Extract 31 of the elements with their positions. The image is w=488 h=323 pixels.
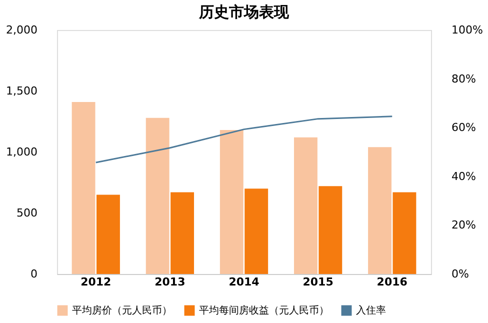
legend-label: 平均房价（元人民币） [72, 304, 172, 317]
bar [392, 192, 416, 274]
line-series [95, 116, 393, 164]
y-tick-label: 2,000 [6, 24, 38, 36]
bar [72, 102, 96, 274]
y2-tick-label: 0% [452, 268, 469, 280]
x-tick-label: 2015 [302, 276, 334, 288]
bar [96, 194, 120, 274]
bar [368, 147, 392, 274]
y2-tick-label: 100% [452, 24, 483, 36]
x-tick-label: 2014 [228, 276, 260, 288]
bar [220, 130, 244, 274]
chart-title: 历史市场表现 [198, 3, 290, 21]
y-tick-label: 1,500 [6, 84, 38, 98]
y2-tick-label: 40% [452, 170, 476, 183]
bar [170, 192, 194, 274]
y-tick-label: 500 [16, 206, 38, 220]
x-tick-label: 2012 [80, 276, 112, 288]
bar [146, 118, 170, 274]
bar [318, 186, 342, 274]
x-tick-label: 2016 [376, 276, 408, 288]
y2-tick-label: 80% [452, 72, 476, 86]
legend-label: 平均每间房收益（元人民币） [199, 304, 329, 317]
y-tick-label: 1,000 [6, 146, 38, 158]
bar [294, 137, 318, 274]
x-tick-label: 2013 [154, 276, 186, 288]
y2-tick-label: 20% [452, 218, 476, 232]
legend-label: 入住率 [356, 304, 386, 317]
y-tick-label: 0 [30, 268, 38, 280]
bar [244, 188, 268, 274]
y2-tick-label: 60% [452, 121, 476, 134]
